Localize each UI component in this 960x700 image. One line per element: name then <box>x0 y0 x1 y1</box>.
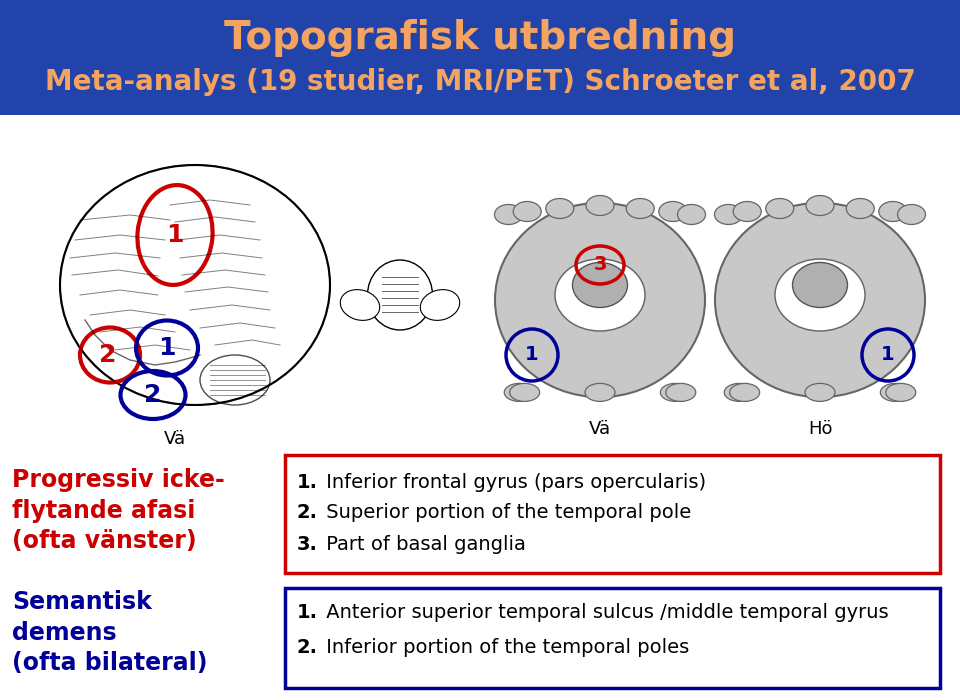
Ellipse shape <box>775 259 865 331</box>
Text: 2: 2 <box>99 343 117 367</box>
Ellipse shape <box>626 199 654 218</box>
Text: 1: 1 <box>158 336 176 360</box>
Ellipse shape <box>60 165 330 405</box>
Text: 1.: 1. <box>297 603 318 622</box>
Text: Topografisk utbredning: Topografisk utbredning <box>224 19 736 57</box>
Ellipse shape <box>368 260 433 330</box>
Text: Anterior superior temporal sulcus /middle temporal gyrus: Anterior superior temporal sulcus /middl… <box>320 603 889 622</box>
Text: 3.: 3. <box>297 535 318 554</box>
Text: Semantisk
demens
(ofta bilateral): Semantisk demens (ofta bilateral) <box>12 590 207 676</box>
Ellipse shape <box>880 384 910 401</box>
Ellipse shape <box>660 384 690 401</box>
Ellipse shape <box>546 199 574 218</box>
Text: Hö: Hö <box>807 420 832 438</box>
Text: Part of basal ganglia: Part of basal ganglia <box>320 535 526 554</box>
Ellipse shape <box>714 204 742 225</box>
Ellipse shape <box>510 384 540 401</box>
Text: 1: 1 <box>881 346 895 365</box>
Ellipse shape <box>806 195 834 216</box>
Ellipse shape <box>793 262 848 307</box>
Ellipse shape <box>665 384 696 401</box>
Ellipse shape <box>898 204 925 225</box>
Text: 1: 1 <box>166 223 183 247</box>
Text: Vä: Vä <box>588 420 612 438</box>
Ellipse shape <box>715 203 925 397</box>
Text: Progressiv icke-
flytande afasi
(ofta vänster): Progressiv icke- flytande afasi (ofta vä… <box>12 468 225 553</box>
Ellipse shape <box>724 384 755 401</box>
Text: Inferior frontal gyrus (pars opercularis): Inferior frontal gyrus (pars opercularis… <box>320 473 707 492</box>
Ellipse shape <box>494 204 522 225</box>
Ellipse shape <box>586 195 614 216</box>
Ellipse shape <box>846 199 875 218</box>
Ellipse shape <box>514 202 541 221</box>
Ellipse shape <box>504 384 535 401</box>
Text: Vä: Vä <box>164 430 186 448</box>
Text: Inferior portion of the temporal poles: Inferior portion of the temporal poles <box>320 638 689 657</box>
Ellipse shape <box>733 202 761 221</box>
Ellipse shape <box>659 202 686 221</box>
Text: 1: 1 <box>525 346 539 365</box>
Ellipse shape <box>495 203 705 397</box>
Text: 2: 2 <box>144 383 161 407</box>
Text: Superior portion of the temporal pole: Superior portion of the temporal pole <box>320 503 691 522</box>
Ellipse shape <box>555 259 645 331</box>
Ellipse shape <box>886 384 916 401</box>
Bar <box>285 588 940 688</box>
Ellipse shape <box>878 202 907 221</box>
Ellipse shape <box>730 384 759 401</box>
Ellipse shape <box>585 384 615 401</box>
Text: 2.: 2. <box>297 503 318 522</box>
Text: 3: 3 <box>593 256 607 274</box>
Text: Meta-analys (19 studier, MRI/PET) Schroeter et al, 2007: Meta-analys (19 studier, MRI/PET) Schroe… <box>44 68 916 96</box>
Ellipse shape <box>766 199 794 218</box>
Text: 2.: 2. <box>297 638 318 657</box>
Ellipse shape <box>420 290 460 321</box>
Bar <box>0 0 960 115</box>
Bar <box>285 455 940 573</box>
Text: 1.: 1. <box>297 473 318 492</box>
Ellipse shape <box>805 384 835 401</box>
Ellipse shape <box>678 204 706 225</box>
Ellipse shape <box>572 262 628 307</box>
Ellipse shape <box>340 290 380 321</box>
